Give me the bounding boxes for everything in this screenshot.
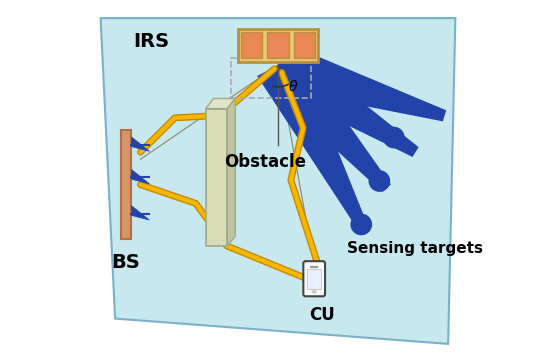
Text: BS: BS — [112, 253, 140, 272]
Text: CU: CU — [309, 306, 335, 324]
Bar — [241, 32, 262, 58]
Bar — [121, 130, 131, 239]
Bar — [206, 109, 227, 246]
Bar — [231, 58, 311, 98]
Text: Obstacle: Obstacle — [224, 152, 306, 171]
Circle shape — [312, 290, 316, 293]
Polygon shape — [131, 169, 150, 184]
Polygon shape — [206, 98, 235, 109]
Polygon shape — [131, 206, 150, 220]
Text: θ: θ — [289, 80, 297, 94]
Text: Sensing targets: Sensing targets — [347, 241, 483, 256]
Circle shape — [351, 214, 371, 235]
Bar — [307, 269, 321, 289]
Bar — [238, 29, 318, 62]
Polygon shape — [227, 98, 235, 246]
Polygon shape — [257, 54, 366, 227]
Polygon shape — [131, 137, 150, 151]
Polygon shape — [265, 45, 419, 157]
Text: IRS: IRS — [133, 32, 170, 51]
Circle shape — [384, 127, 404, 148]
Bar — [294, 32, 315, 58]
Circle shape — [369, 171, 390, 191]
Polygon shape — [260, 50, 391, 192]
FancyBboxPatch shape — [304, 261, 325, 296]
Polygon shape — [101, 18, 455, 344]
Polygon shape — [271, 43, 446, 121]
Bar — [267, 32, 289, 58]
